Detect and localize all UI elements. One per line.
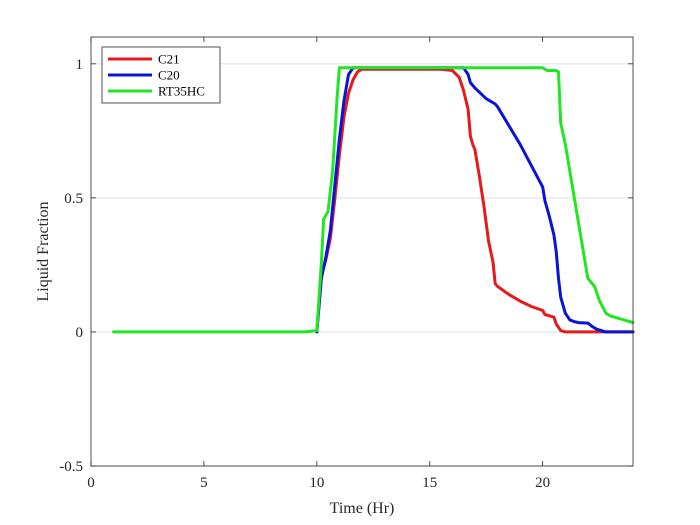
legend-label-c20: C20 — [158, 68, 180, 83]
y-tick-label-3: 1 — [76, 57, 84, 73]
x-tick-label-0: 0 — [87, 475, 95, 491]
x-tick-label-3: 15 — [422, 475, 437, 491]
x-tick-label-2: 10 — [309, 475, 324, 491]
series-lines — [112, 66, 635, 334]
legend-label-c21: C21 — [158, 52, 180, 67]
series-line-c21 — [315, 67, 635, 334]
series-line-rt35hc — [112, 66, 635, 334]
y-tick-label-2: 0.5 — [64, 191, 83, 207]
legend-label-rt35hc: RT35HC — [158, 84, 205, 99]
axis-ticks: 0 5 10 15 20-0.500.51 — [59, 37, 633, 491]
series-line-c20 — [315, 66, 635, 334]
plot-border — [90, 36, 634, 467]
x-axis-label: Time (Hr) — [330, 500, 395, 517]
x-tick-label-1: 5 — [200, 475, 208, 491]
y-tick-label-1: 0 — [76, 325, 84, 341]
y-tick-label-0: -0.5 — [59, 459, 83, 475]
x-tick-label-4: 20 — [535, 475, 550, 491]
plot-area — [91, 37, 633, 466]
y-axis-label: Liquid Fraction — [35, 202, 52, 302]
